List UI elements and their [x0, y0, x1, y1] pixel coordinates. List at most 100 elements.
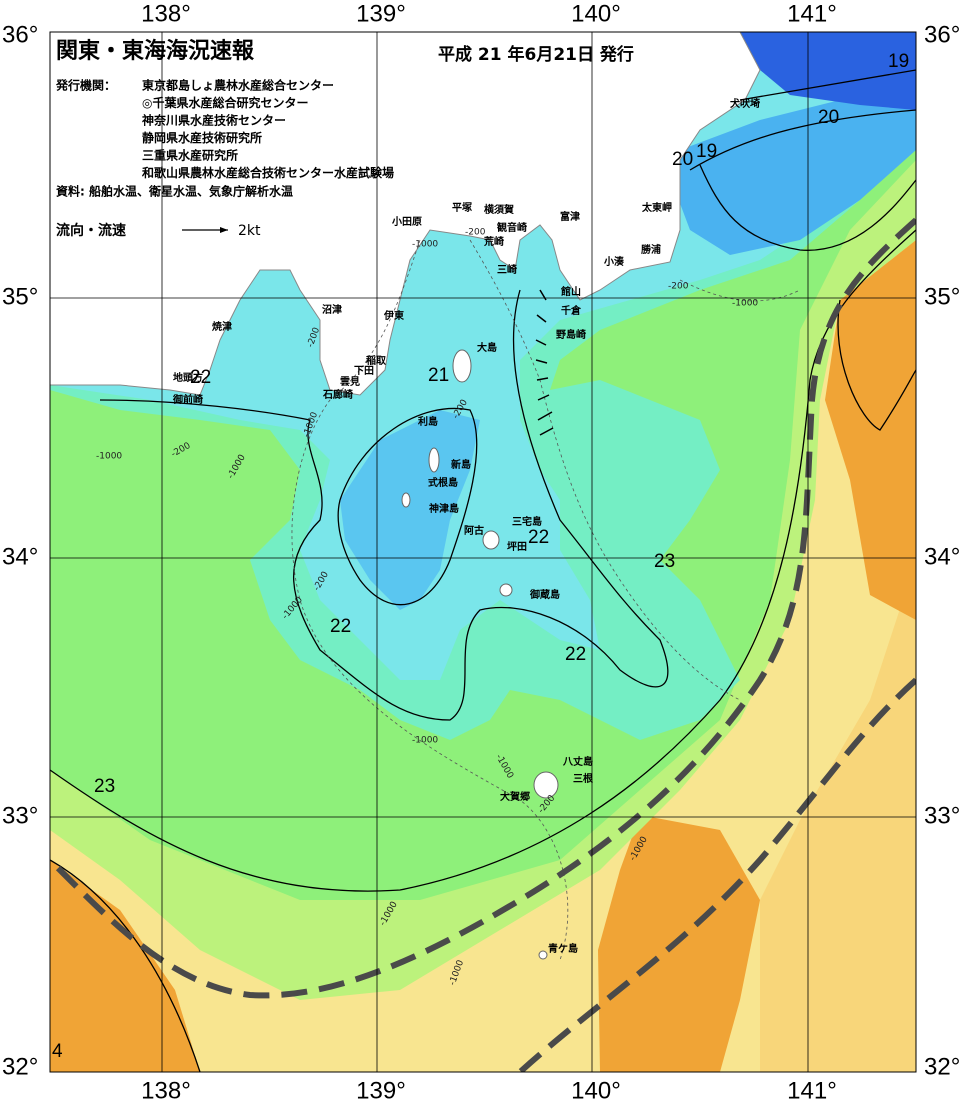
place-name: 富津: [560, 210, 580, 223]
isotherm: [837, 299, 916, 431]
isotherm-label: 22: [528, 527, 549, 548]
place-name: 犬吠埼: [730, 97, 760, 110]
place-name: 平塚: [452, 201, 472, 214]
graticule: [50, 32, 916, 1072]
lon-label-top: 138°: [141, 0, 191, 27]
lat-label-left: 32°: [2, 1053, 38, 1080]
lon-label-top: 140°: [571, 0, 621, 27]
publisher: 東京都島しょ農林水産総合センター: [142, 78, 334, 93]
lat-label-left: 33°: [2, 802, 38, 829]
place-name: 三根: [573, 772, 593, 785]
isotherm: [50, 229, 916, 892]
island: [538, 950, 548, 960]
lon-label-top: 139°: [356, 0, 406, 27]
current-arrows: [535, 289, 554, 436]
place-name: 稲取: [366, 354, 387, 367]
place-name: 青ケ島: [548, 942, 578, 955]
island: [401, 492, 411, 508]
place-name: 神津島: [429, 502, 459, 515]
island: [533, 771, 559, 799]
depth-label: -1000: [732, 299, 758, 309]
place-name: 小田原: [391, 215, 422, 228]
lat-label-right: 35°: [924, 283, 960, 310]
lat-label-right: 34°: [924, 543, 960, 570]
island: [452, 349, 472, 383]
depth-label: -1000: [96, 452, 122, 462]
lon-label-bottom: 141°: [787, 1077, 837, 1104]
place-name: 観音崎: [497, 221, 527, 234]
place-name: 館山: [560, 285, 581, 298]
place-name: 御前崎: [172, 393, 203, 406]
place-name: 下田: [354, 365, 374, 377]
island: [499, 583, 513, 597]
depth-contour: [679, 279, 801, 302]
isotherm: [699, 164, 916, 251]
place-name: 小湊: [603, 255, 625, 268]
lat-label-left: 35°: [2, 283, 38, 310]
place-name: 雲見: [340, 376, 360, 388]
island: [482, 530, 500, 550]
depth-label: -200: [465, 228, 486, 238]
lat-label-right: 32°: [924, 1053, 960, 1080]
publisher: ◎千葉県水産総合研究センター: [142, 95, 308, 110]
isotherm-label: 22: [330, 616, 351, 637]
isotherm: [50, 859, 201, 1072]
place-name: 太東岬: [641, 201, 672, 214]
place-name: 三崎: [497, 263, 517, 276]
island: [428, 447, 440, 473]
place-name: 新島: [451, 458, 471, 471]
isotherm-label: 22: [190, 367, 211, 388]
depth-contour: [291, 239, 569, 961]
place-name: 野島崎: [556, 328, 586, 341]
land: [50, 32, 761, 396]
zone-orange: [825, 240, 916, 620]
isotherm-label: 23: [654, 551, 675, 572]
isotherm: [337, 407, 478, 606]
place-name: 勝浦: [641, 243, 661, 256]
isotherm-label: 20: [818, 107, 839, 128]
place-name: 焼津: [212, 320, 232, 333]
isotherm-label: 20: [672, 149, 693, 170]
lon-label-bottom: 140°: [571, 1077, 621, 1104]
zone-dark-blue: [740, 32, 916, 110]
issue-date: 平成 21 年6月21日 発行: [438, 44, 634, 65]
isotherm: [99, 289, 669, 721]
depth-label: -1000: [412, 240, 438, 250]
legend-label: 流向・流速: [56, 222, 126, 239]
kuroshio-axis: [50, 217, 916, 1072]
place-name: 坪田: [507, 540, 527, 553]
place-name: 阿古: [464, 524, 484, 537]
place-name: 三宅島: [512, 515, 542, 528]
place-name: 利島: [418, 415, 438, 428]
place-name: 御蔵島: [529, 588, 560, 601]
isotherm-label: 4: [52, 1041, 63, 1062]
publisher: 三重県水産研究所: [142, 148, 238, 163]
isotherm: [689, 109, 916, 171]
zone-light-blue: [340, 410, 480, 610]
publisher: 静岡県水産技術研究所: [142, 130, 262, 145]
lon-label-bottom: 138°: [141, 1077, 191, 1104]
map-frame: [49, 31, 917, 1073]
source: 資料: 船舶水温、衛星水温、気象庁解析水温: [56, 184, 293, 199]
legend-arrowhead: [220, 227, 228, 233]
place-name: 八丈島: [562, 755, 593, 768]
isotherm: [739, 69, 916, 101]
lat-label-left: 36°: [2, 21, 38, 48]
place-name: 大島: [477, 341, 497, 354]
place-name: 沼津: [322, 303, 342, 316]
place-name: 地頭方: [173, 371, 203, 384]
place-name: 千倉: [561, 304, 582, 317]
zone-orange: [50, 860, 200, 1072]
lat-label-right: 33°: [924, 802, 960, 829]
lat-label-left: 34°: [2, 543, 38, 570]
depth-label: -1000: [412, 736, 438, 746]
isotherm-label: 19: [888, 51, 909, 72]
isotherm-label: 21: [428, 365, 449, 386]
lon-label-top: 141°: [787, 0, 837, 27]
place-name: 石廊崎: [322, 388, 353, 401]
isotherm-label: 22: [565, 644, 586, 665]
depth-contour: [469, 239, 741, 701]
legend-scale: 2kt: [238, 223, 261, 239]
depth-label: -200: [668, 282, 689, 292]
